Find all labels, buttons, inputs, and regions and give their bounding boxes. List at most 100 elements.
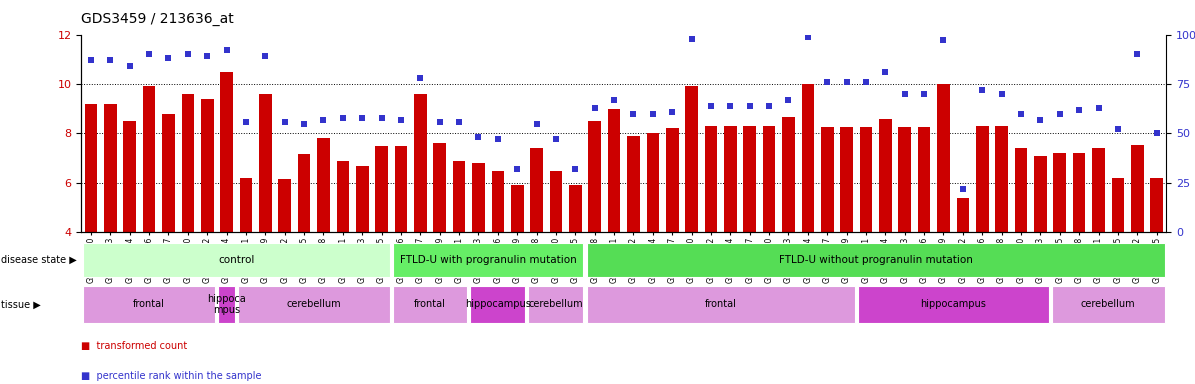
Bar [666,129,679,232]
Bar [413,94,427,232]
Point [798,33,817,40]
Text: frontal: frontal [705,299,736,310]
Bar [587,243,1165,277]
Point [217,47,237,53]
Bar [278,179,292,232]
Point [237,119,256,125]
Text: FTLD-U with progranulin mutation: FTLD-U with progranulin mutation [400,255,576,265]
Point [643,111,662,117]
Bar [685,86,698,232]
Bar [85,104,97,232]
Point [1011,111,1030,117]
Point [973,87,992,93]
Bar [880,119,891,232]
Point [779,97,798,103]
Bar [471,286,526,323]
Point [1089,105,1108,111]
Bar [259,94,271,232]
Bar [531,148,543,232]
Point [624,111,643,117]
Bar [821,127,834,232]
Bar [1034,156,1047,232]
Bar [918,127,931,232]
Point [857,79,876,85]
Point [430,119,449,125]
Point [314,116,333,122]
Text: ■  transformed count: ■ transformed count [81,341,188,351]
Point [178,51,197,58]
Text: hippocampus: hippocampus [465,299,531,310]
Point [508,166,527,172]
Text: GDS3459 / 213636_at: GDS3459 / 213636_at [81,12,234,25]
Point [1070,107,1089,113]
Bar [142,86,155,232]
Bar [937,84,950,232]
Bar [783,118,795,232]
Bar [393,286,467,323]
Text: hippocampus: hippocampus [920,299,986,310]
Point [836,79,856,85]
Bar [201,99,214,232]
Bar [453,161,465,232]
Point [411,75,430,81]
Bar [1054,153,1066,232]
Bar [472,163,485,232]
Bar [724,126,736,232]
Bar [219,286,234,323]
Point [489,136,508,142]
Text: tissue ▶: tissue ▶ [1,299,41,310]
Bar [587,286,854,323]
Point [876,69,895,75]
Point [992,91,1011,97]
Bar [298,154,311,232]
Point [294,121,313,127]
Point [159,55,178,61]
Point [914,91,933,97]
Bar [1092,148,1105,232]
Bar [705,126,717,232]
Point [605,97,624,103]
Bar [1073,153,1085,232]
Point [333,114,353,121]
Point [275,119,294,125]
Point [81,57,100,63]
Bar [337,161,349,232]
Point [934,37,954,43]
Point [372,114,391,121]
Bar [802,84,814,232]
Text: cerebellum: cerebellum [1081,299,1135,310]
Point [1031,116,1050,122]
Point [1050,111,1070,117]
Bar [1015,148,1028,232]
Point [740,103,759,109]
Point [760,103,779,109]
Bar [182,94,194,232]
Point [392,116,411,122]
Bar [491,170,504,232]
Text: hippoca
mpus: hippoca mpus [207,293,246,315]
Point [546,136,565,142]
Point [565,166,584,172]
Point [449,119,468,125]
Bar [550,170,563,232]
Bar [238,286,390,323]
Bar [1111,178,1124,232]
Point [817,79,836,85]
Bar [569,185,582,232]
Bar [899,127,911,232]
Bar [82,286,215,323]
Bar [995,126,1007,232]
Text: control: control [217,255,255,265]
Bar [393,243,583,277]
Text: FTLD-U without progranulin mutation: FTLD-U without progranulin mutation [779,255,973,265]
Bar [434,143,446,232]
Point [663,109,682,115]
Point [1147,131,1166,137]
Text: frontal: frontal [415,299,446,310]
Bar [317,138,330,232]
Point [527,121,546,127]
Bar [356,166,368,232]
Point [701,103,721,109]
Text: frontal: frontal [133,299,165,310]
Text: cerebellum: cerebellum [528,299,583,310]
